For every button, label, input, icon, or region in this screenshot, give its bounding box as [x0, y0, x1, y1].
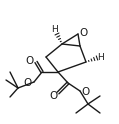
- Text: O: O: [82, 87, 90, 97]
- Text: O: O: [49, 91, 57, 101]
- Text: O: O: [80, 28, 88, 38]
- Text: H: H: [51, 26, 57, 34]
- Text: H: H: [98, 52, 104, 62]
- Text: O: O: [24, 78, 32, 88]
- Text: O: O: [26, 56, 34, 66]
